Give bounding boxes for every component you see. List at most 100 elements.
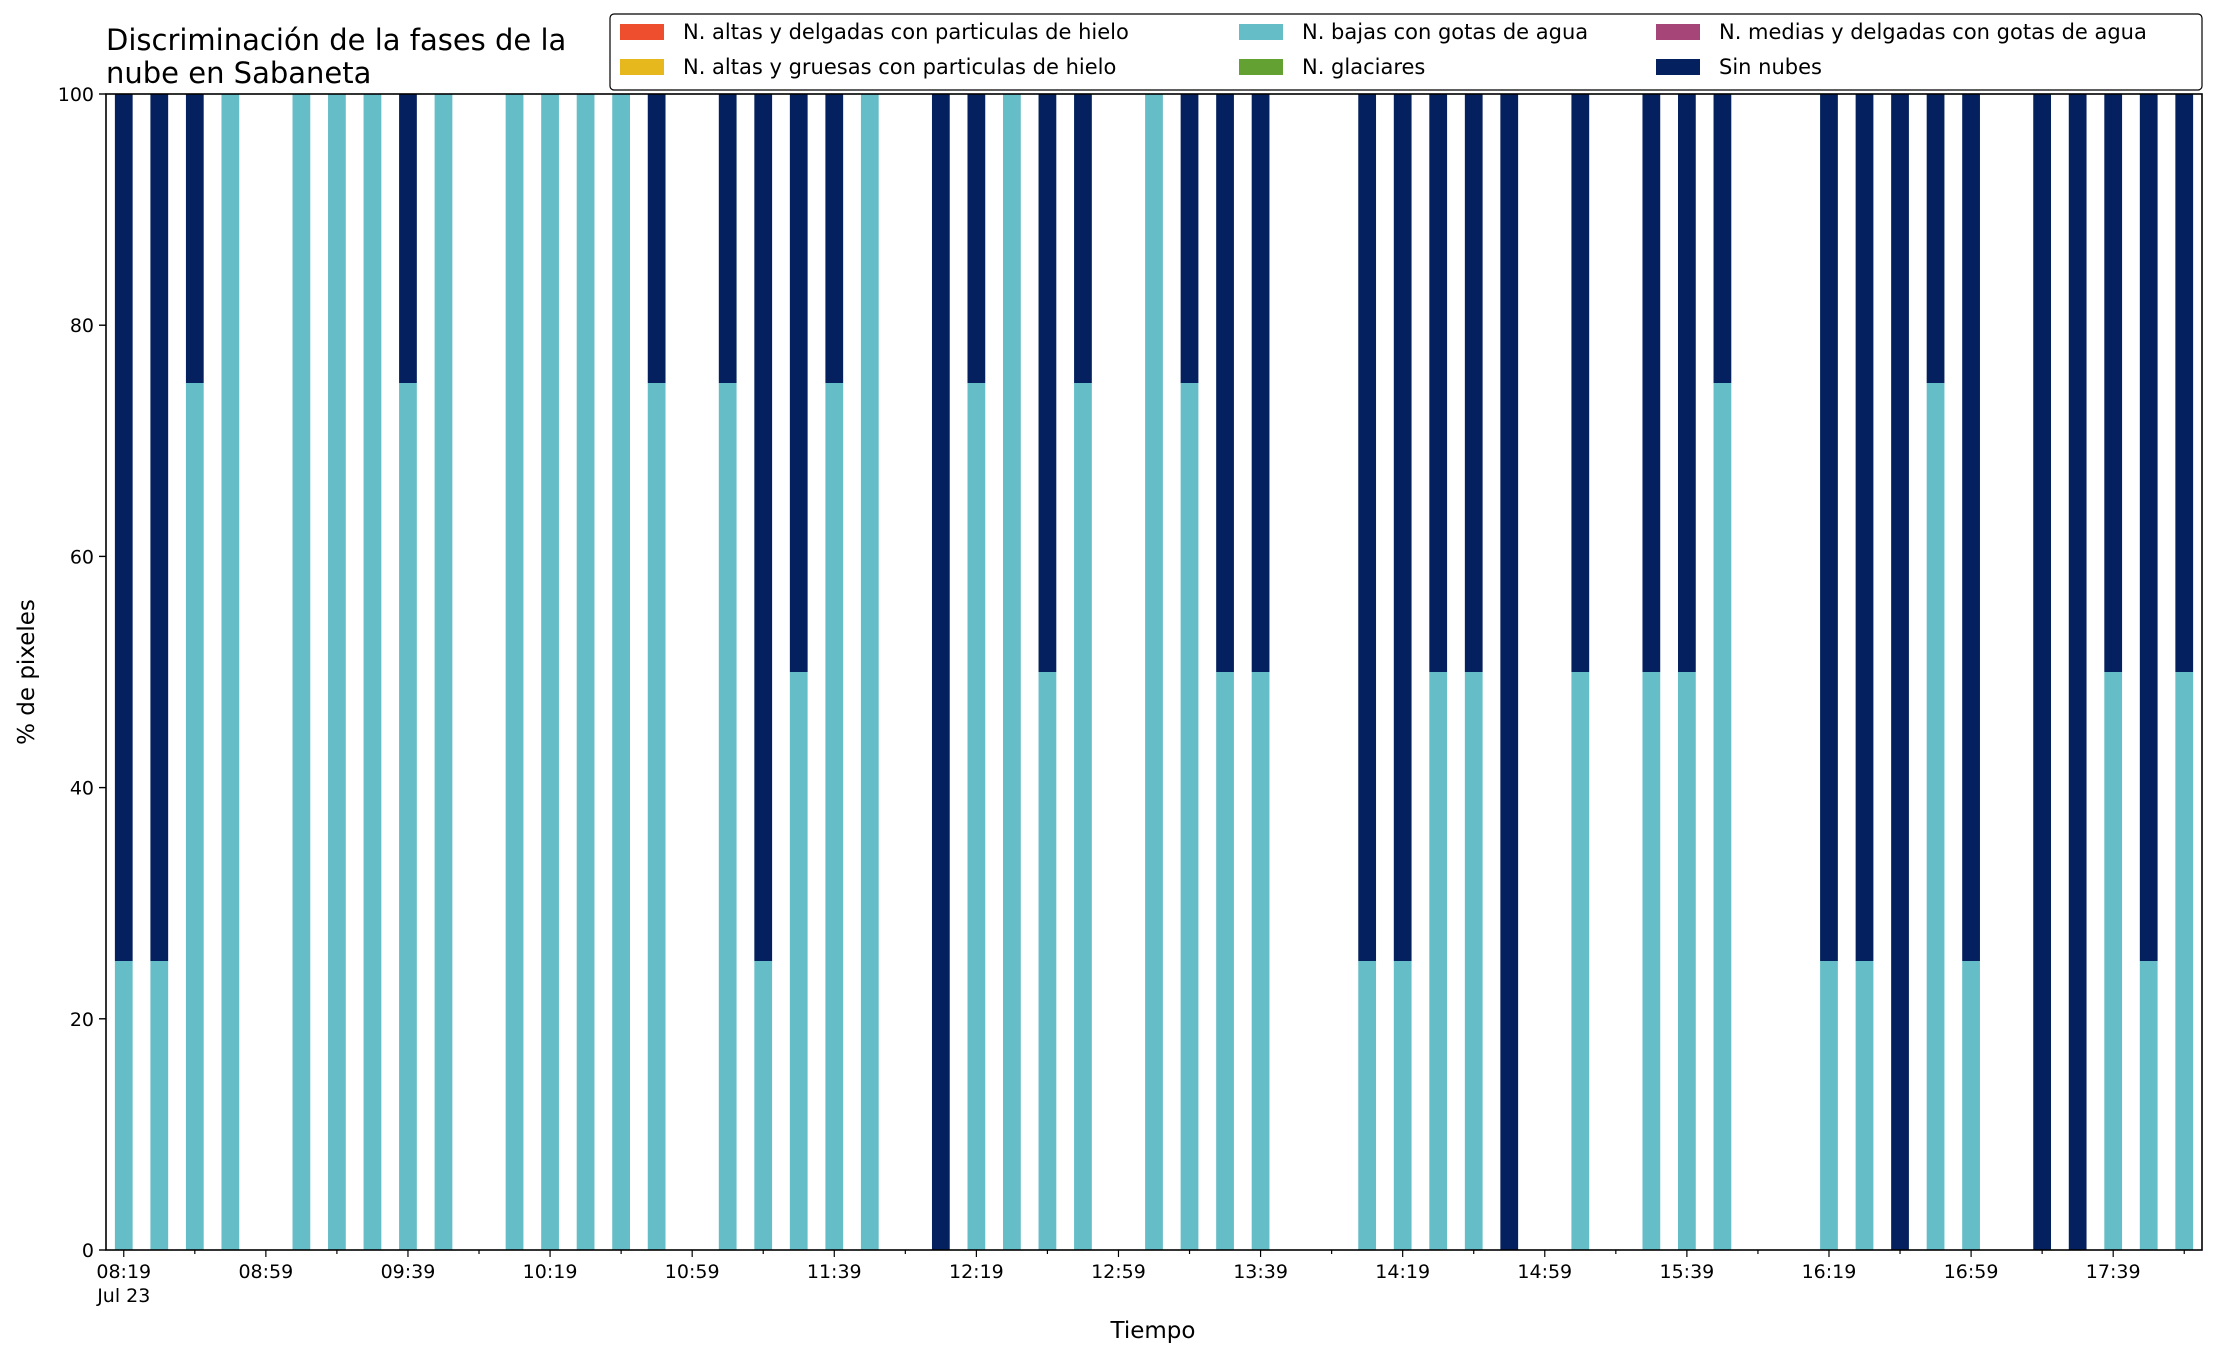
- chart-title-line-2: nube en Sabaneta: [106, 56, 371, 90]
- bar-segment-2-2: [185, 383, 204, 1250]
- bar-segment-38-5: [1464, 94, 1483, 672]
- bar-segment-36-2: [1393, 961, 1412, 1250]
- legend-label-1: N. altas y gruesas con particulas de hie…: [683, 55, 1116, 79]
- bar-segment-8-5: [399, 94, 417, 383]
- legend: N. altas y delgadas con particulas de hi…: [609, 13, 2203, 91]
- bar-segment-43-2: [1642, 672, 1661, 1250]
- bar-segment-29-2: [1145, 94, 1163, 1250]
- bar-segment-8-2: [399, 383, 417, 1250]
- y-axis-label: % de pixeles: [14, 599, 40, 745]
- bar-segment-52-2: [1962, 961, 1980, 1250]
- bar-segment-41-5: [1571, 94, 1590, 672]
- legend-swatch-5: [1656, 59, 1700, 75]
- bar-segment-11-2: [505, 94, 524, 1250]
- x-tick-label: 08:59: [238, 1261, 293, 1283]
- bar-segment-58-5: [2175, 94, 2194, 672]
- chart-title: Discriminación de la fases de la nube en…: [106, 23, 566, 90]
- legend-swatch-4: [1656, 24, 1700, 40]
- bar-segment-0-2: [114, 961, 133, 1250]
- bar-segment-39-5: [1500, 94, 1519, 1250]
- bar-segment-23-5: [931, 94, 950, 1250]
- bar-segment-1-5: [150, 94, 169, 961]
- bar-segment-27-2: [1074, 383, 1092, 1250]
- legend-swatch-2: [1239, 24, 1283, 40]
- y-axis: 0 20 40 60 80 100: [58, 84, 106, 1262]
- bar-segment-17-2: [718, 383, 737, 1250]
- y-tick-label: 60: [70, 546, 94, 568]
- legend-label-4: N. medias y delgadas con gotas de agua: [1719, 20, 2147, 44]
- bar-segment-20-5: [825, 94, 844, 383]
- x-tick-sublabel: Jul 23: [96, 1285, 150, 1307]
- bar-segment-56-5: [2104, 94, 2123, 672]
- x-tick-label: 12:59: [1091, 1261, 1146, 1283]
- legend-label-2: N. bajas con gotas de agua: [1302, 20, 1588, 44]
- x-tick-label: 10:19: [523, 1261, 578, 1283]
- x-tick-label: 11:39: [807, 1261, 862, 1283]
- y-tick-label: 80: [70, 315, 94, 337]
- y-tick-label: 40: [70, 778, 94, 800]
- bar-segment-30-5: [1180, 94, 1199, 383]
- bar-segment-20-2: [825, 383, 844, 1250]
- bar-segment-50-5: [1891, 94, 1909, 1250]
- bar-segment-41-2: [1571, 672, 1590, 1250]
- bar-segment-12-2: [541, 94, 559, 1250]
- x-axis-label: Tiempo: [1110, 1318, 1196, 1344]
- bar-segment-9-2: [434, 94, 453, 1250]
- x-tick-label: 09:39: [381, 1261, 436, 1283]
- bar-segment-38-2: [1464, 672, 1483, 1250]
- bar-segment-24-5: [967, 94, 986, 383]
- bar-segment-37-5: [1429, 94, 1448, 672]
- plot-frame: [105, 93, 2203, 1251]
- bar-segment-19-5: [789, 94, 808, 672]
- bar-segment-18-2: [754, 961, 773, 1250]
- bar-segment-17-5: [718, 94, 737, 383]
- bar-segment-48-5: [1820, 94, 1838, 961]
- bars-layer: [114, 94, 2194, 1250]
- x-tick-label: 14:59: [1517, 1261, 1572, 1283]
- bar-segment-57-5: [2139, 94, 2158, 961]
- x-tick-label: 08:19: [96, 1261, 151, 1283]
- bar-segment-14-2: [612, 94, 630, 1250]
- x-tick-label: 13:39: [1233, 1261, 1288, 1283]
- legend-frame: [609, 13, 2203, 91]
- bar-segment-26-5: [1038, 94, 1057, 672]
- bar-segment-21-2: [860, 94, 879, 1250]
- bar-segment-49-2: [1855, 961, 1874, 1250]
- bar-segment-26-2: [1038, 672, 1057, 1250]
- legend-label-0: N. altas y delgadas con particulas de hi…: [683, 20, 1129, 44]
- bar-segment-3-2: [221, 94, 240, 1250]
- bar-segment-44-2: [1678, 672, 1696, 1250]
- x-axis: 08:19 08:59 09:39 10:19 10:59 11:39 12:19 12:59…: [96, 1250, 2185, 1307]
- bar-segment-48-2: [1820, 961, 1838, 1250]
- bar-segment-57-2: [2139, 961, 2158, 1250]
- bar-segment-51-2: [1926, 383, 1945, 1250]
- bar-segment-43-5: [1642, 94, 1661, 672]
- bar-segment-58-2: [2175, 672, 2194, 1250]
- bar-segment-45-5: [1713, 94, 1732, 383]
- bar-segment-31-5: [1216, 94, 1234, 672]
- bar-segment-45-2: [1713, 383, 1732, 1250]
- x-tick-label: 12:19: [949, 1261, 1004, 1283]
- bar-segment-27-5: [1074, 94, 1092, 383]
- bar-segment-0-5: [114, 94, 133, 961]
- bar-segment-44-5: [1678, 94, 1696, 672]
- bar-segment-7-2: [363, 94, 382, 1250]
- bar-segment-5-2: [292, 94, 311, 1250]
- bar-segment-52-5: [1962, 94, 1980, 961]
- x-tick-label: 16:59: [1944, 1261, 1999, 1283]
- bar-segment-55-5: [2068, 94, 2087, 1250]
- bar-segment-2-5: [185, 94, 204, 383]
- bar-segment-18-5: [754, 94, 773, 961]
- legend-label-5: Sin nubes: [1719, 55, 1822, 79]
- bar-segment-1-2: [150, 961, 169, 1250]
- legend-swatch-1: [620, 59, 664, 75]
- bar-segment-56-2: [2104, 672, 2123, 1250]
- legend-swatch-3: [1239, 59, 1283, 75]
- x-tick-label: 14:19: [1375, 1261, 1430, 1283]
- bar-segment-15-2: [647, 383, 666, 1250]
- bar-segment-31-2: [1216, 672, 1234, 1250]
- bar-segment-32-2: [1251, 672, 1270, 1250]
- bar-segment-35-2: [1358, 961, 1377, 1250]
- bar-segment-37-2: [1429, 672, 1448, 1250]
- x-tick-label: 17:39: [2086, 1261, 2141, 1283]
